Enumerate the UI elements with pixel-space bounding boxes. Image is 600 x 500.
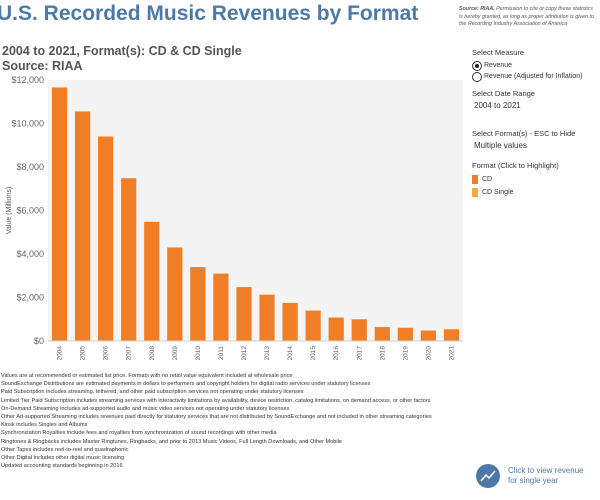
bar-cd-2004 bbox=[51, 87, 68, 341]
x-tick-label: 2013 bbox=[264, 346, 271, 361]
bar-cd-2014 bbox=[282, 302, 298, 341]
legend-swatch-cd-single bbox=[472, 188, 478, 197]
source-note-label: Source: RIAA. bbox=[459, 6, 495, 12]
x-tick-label: 2012 bbox=[241, 346, 248, 361]
date-range-dropdown[interactable]: 2004 to 2021 bbox=[474, 101, 521, 110]
chart-subtitle: 2004 to 2021, Format(s): CD & CD Single … bbox=[2, 44, 242, 74]
x-tick-label: 2018 bbox=[379, 346, 386, 361]
x-tick-label: 2019 bbox=[402, 346, 409, 361]
revenue-bar-chart: $0 $2,000 $4,000 $6,000 $8,000 $10,000 $12,000… bbox=[6, 76, 463, 361]
date-range-selector: Select Date Range 2004 to 2021 bbox=[472, 89, 598, 110]
bar-cd-2005 bbox=[74, 111, 91, 341]
footnote: Kiosk includes Singles and Albums bbox=[1, 422, 88, 429]
y-tick-label: $4,000 bbox=[16, 249, 44, 259]
x-tick-label: 2010 bbox=[195, 346, 202, 361]
bar-cd-2013 bbox=[259, 294, 275, 341]
measure-option-inflation[interactable]: Revenue (Adjusted for Inflation) bbox=[472, 71, 598, 82]
radio-unselected-icon[interactable] bbox=[472, 71, 482, 82]
bar-cd-2019 bbox=[397, 327, 413, 341]
bar-cd-2009 bbox=[167, 247, 183, 341]
x-tick-label: 2016 bbox=[333, 346, 340, 361]
bar-cd-2008 bbox=[144, 221, 160, 341]
x-tick-label: 2004 bbox=[57, 346, 64, 361]
footnote: Paid Subscription includes streaming, te… bbox=[1, 389, 304, 396]
footnote: Ringtones & Ringbacks includes Master Ri… bbox=[1, 438, 342, 445]
legend-item-cd[interactable]: CD bbox=[472, 173, 598, 186]
chart-line-icon[interactable] bbox=[476, 464, 500, 488]
x-tick-label: 2005 bbox=[80, 346, 87, 361]
measure-option-label: Revenue (Adjusted for Inflation) bbox=[484, 73, 583, 80]
footnote: Limited Tier Paid Subscription includes … bbox=[1, 397, 431, 404]
format-selector-title: Select Format(s) - ESC to Hide bbox=[472, 129, 576, 138]
x-tick-label: 2020 bbox=[425, 346, 432, 361]
measure-option-label: Revenue bbox=[484, 62, 513, 69]
bar-cd-2021 bbox=[443, 329, 460, 341]
single-year-view-link[interactable]: Click to view revenue for single year bbox=[476, 464, 588, 488]
source-note-text: Permission to cite or copy these statist… bbox=[459, 6, 594, 27]
footnote: Other Ad-supported Streaming includes re… bbox=[1, 414, 432, 421]
footnote: On-Demand Streaming includes ad-supporte… bbox=[1, 405, 290, 412]
y-tick-label: $6,000 bbox=[16, 206, 44, 216]
bar-cd-2016 bbox=[328, 317, 344, 341]
page-title: U.S. Recorded Music Revenues by Format bbox=[0, 2, 419, 25]
footnote: Synchronization Royalties include fees a… bbox=[1, 430, 277, 437]
source-attribution-note: Source: RIAA. Permission to cite or copy… bbox=[459, 6, 598, 29]
radio-selected-icon[interactable] bbox=[472, 60, 482, 71]
x-tick-label: 2008 bbox=[149, 346, 156, 361]
x-tick-label: 2014 bbox=[287, 346, 294, 361]
y-tick-label: $10,000 bbox=[11, 119, 44, 129]
bar-cd-2020 bbox=[420, 330, 437, 341]
format-dropdown[interactable]: Multiple values bbox=[474, 141, 527, 150]
bar-cd-2017 bbox=[351, 319, 367, 341]
x-tick-label: 2006 bbox=[103, 346, 110, 361]
y-tick-label: $2,000 bbox=[16, 293, 44, 303]
bar-cd-2011 bbox=[213, 273, 229, 341]
footnote: SoundExchange Distributions are estimate… bbox=[1, 381, 371, 388]
measure-option-revenue[interactable]: Revenue bbox=[472, 60, 598, 71]
date-range-title: Select Date Range bbox=[472, 89, 535, 98]
bar-cd-2015 bbox=[305, 310, 321, 341]
bar-cd-2010 bbox=[190, 267, 206, 341]
x-tick-label: 2015 bbox=[310, 346, 317, 361]
y-tick-label: $8,000 bbox=[16, 162, 44, 172]
legend-label: CD bbox=[482, 176, 493, 183]
footnotes: Values are at recommended or estimated l… bbox=[1, 372, 451, 470]
x-tick-label: 2009 bbox=[172, 346, 179, 361]
subtitle-source: Source: RIAA bbox=[2, 59, 83, 73]
y-tick-label: $0 bbox=[34, 336, 44, 346]
plot-area bbox=[48, 80, 463, 341]
footnote: Updated accounting standards beginning i… bbox=[1, 463, 123, 470]
x-tick-label: 2011 bbox=[218, 346, 225, 360]
measure-selector: Select Measure Revenue Revenue (Adjusted… bbox=[472, 48, 598, 82]
format-selector: Select Format(s) - ESC to Hide Multiple … bbox=[472, 129, 598, 150]
single-year-link-label[interactable]: Click to view revenue for single year bbox=[508, 466, 584, 485]
bar-cd-2007 bbox=[121, 178, 137, 341]
footnote: Other Digital includes other digital mus… bbox=[1, 455, 125, 462]
subtitle-range-formats: 2004 to 2021, Format(s): CD & CD Single bbox=[2, 44, 242, 58]
y-tick-label: $12,000 bbox=[11, 76, 44, 85]
footnote: Other Tapes includes reel-to-reel and qu… bbox=[1, 446, 129, 453]
footnote: Values are at recommended or estimated l… bbox=[1, 373, 293, 379]
bar-cd-2006 bbox=[98, 136, 114, 341]
bar-cd-2018 bbox=[374, 327, 390, 341]
x-tick-label: 2021 bbox=[448, 346, 455, 361]
y-axis-label: Value (Millions) bbox=[6, 187, 13, 234]
legend-item-cd-single[interactable]: CD Single bbox=[472, 186, 598, 199]
legend-title: Format (Click to Highlight) bbox=[472, 161, 559, 170]
bar-cd-2012 bbox=[236, 287, 252, 341]
format-legend: Format (Click to Highlight) CD CD Single bbox=[472, 161, 598, 199]
x-tick-label: 2007 bbox=[126, 346, 133, 361]
legend-swatch-cd bbox=[472, 175, 478, 184]
x-tick-label: 2017 bbox=[356, 346, 363, 361]
measure-title: Select Measure bbox=[472, 48, 525, 57]
legend-label: CD Single bbox=[482, 189, 514, 196]
